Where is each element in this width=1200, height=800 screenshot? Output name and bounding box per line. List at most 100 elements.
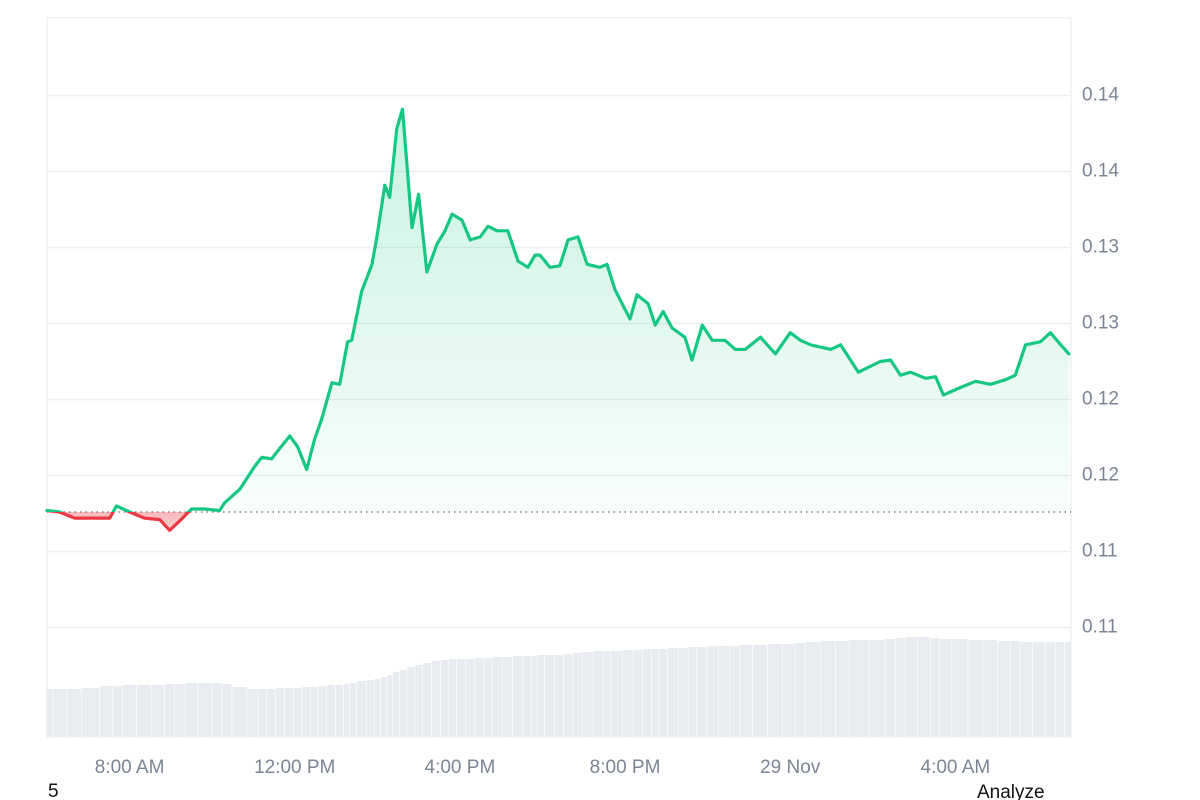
volume-bar	[53, 689, 67, 737]
volume-bar	[1055, 642, 1065, 737]
volume-bar	[174, 684, 185, 737]
volume-bar	[611, 651, 622, 737]
volume-bar	[651, 649, 659, 737]
volume-bar	[212, 683, 222, 737]
volume-bar	[318, 686, 327, 737]
volume-bar	[512, 656, 523, 737]
volume-bar	[718, 646, 730, 737]
volume-bar	[258, 689, 267, 737]
volume-bar	[849, 640, 869, 737]
volume-bar	[983, 640, 998, 737]
volume-bar	[99, 686, 113, 737]
volume-bar	[275, 688, 285, 737]
volume-bar	[293, 688, 302, 737]
volume-bar	[356, 681, 367, 737]
volume-bar	[918, 637, 931, 737]
volume-bar	[47, 689, 53, 737]
y-tick-label: 0.11	[1082, 617, 1118, 638]
volume-bar	[266, 689, 276, 737]
volume-bar	[1020, 642, 1033, 737]
volume-bar	[466, 659, 475, 737]
volume-bar	[422, 663, 432, 737]
volume-bar	[82, 688, 100, 737]
volume-bar	[805, 642, 820, 737]
y-tick-label: 0.13	[1082, 237, 1119, 258]
volume-bar	[198, 683, 212, 737]
volume-bar	[997, 641, 1010, 737]
volume-bar	[448, 659, 457, 737]
volume-bar	[531, 656, 537, 737]
volume-bar	[284, 688, 294, 737]
volume-bar	[415, 665, 423, 737]
volume-bar	[563, 654, 573, 737]
volume-bar	[544, 655, 555, 737]
volume-bar	[667, 648, 678, 737]
volume-bar	[678, 648, 688, 737]
volume-bar	[930, 638, 939, 737]
volume-bar	[835, 641, 849, 737]
volume-bar	[905, 637, 918, 737]
volume-bar	[122, 685, 137, 737]
volume-bar	[952, 639, 968, 737]
volume-bar	[782, 644, 795, 737]
volume-bar	[688, 647, 697, 737]
volume-bar	[185, 683, 198, 737]
y-tick-label: 0.11	[1082, 541, 1118, 562]
volume-bar	[164, 684, 174, 737]
volume-bar	[642, 649, 652, 737]
volume-bar	[152, 685, 165, 737]
volume-bar	[767, 644, 783, 737]
volume-bar	[730, 646, 740, 737]
volume-bar	[1064, 642, 1071, 737]
volume-bar	[869, 640, 885, 737]
footer-left: 5	[48, 781, 59, 800]
volume-bar	[633, 650, 643, 737]
volume-bar	[593, 651, 603, 737]
volume-bar	[475, 658, 484, 737]
volume-bar	[374, 679, 381, 737]
volume-bar	[137, 685, 152, 737]
volume-bar	[440, 660, 448, 737]
x-tick-label: 8:00 PM	[590, 757, 661, 778]
x-tick-label: 8:00 AM	[95, 757, 165, 778]
volume-bar	[326, 685, 336, 737]
footer-right[interactable]: Analyze	[977, 782, 1045, 800]
x-tick-label: 4:00 AM	[921, 757, 991, 778]
x-tick-label: 12:00 PM	[254, 757, 335, 778]
volume-bar	[740, 645, 753, 737]
volume-bar	[492, 657, 502, 737]
x-tick-label: 29 Nov	[760, 757, 821, 778]
volume-bar	[622, 650, 633, 737]
volume-bar	[573, 653, 582, 737]
volume-bar	[366, 680, 374, 737]
volume-bar	[380, 677, 387, 737]
y-tick-label: 0.13	[1082, 313, 1119, 334]
volume-bar	[1033, 642, 1045, 737]
y-tick-label: 0.14	[1082, 85, 1119, 106]
volume-bar	[67, 689, 82, 737]
volume-bar	[968, 640, 983, 737]
volume-bar	[554, 655, 564, 737]
volume-bar	[431, 661, 441, 737]
price-area	[47, 109, 1069, 531]
volume-bar	[659, 649, 667, 737]
volume-bar	[302, 687, 311, 737]
volume-bar	[895, 638, 905, 737]
volume-bar	[795, 643, 805, 737]
volume-bar	[523, 656, 531, 737]
volume-bar	[582, 652, 593, 737]
volume-bar	[113, 686, 123, 737]
volume-bar	[484, 658, 492, 737]
volume-bar	[502, 657, 513, 737]
y-tick-label: 0.12	[1082, 465, 1119, 486]
volume-bar	[820, 641, 836, 737]
volume-bar	[457, 659, 466, 737]
volume-bar	[310, 687, 318, 737]
volume-bar	[335, 685, 344, 737]
y-tick-label: 0.12	[1082, 389, 1119, 410]
volume-bar	[349, 683, 357, 737]
price-line	[45, 107, 1071, 532]
x-tick-label: 4:00 PM	[425, 757, 496, 778]
